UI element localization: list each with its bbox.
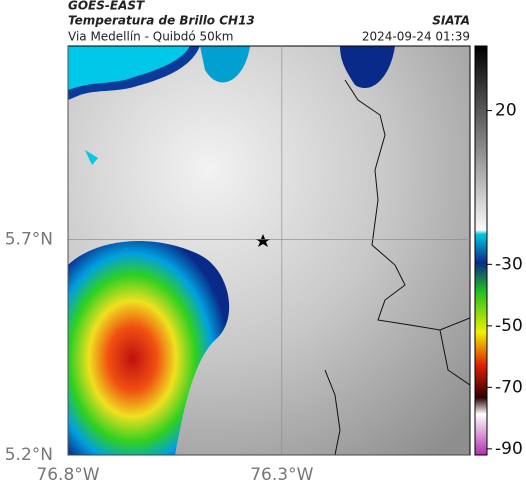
- borders: [324, 79, 470, 455]
- x-tick-label: 76.3°W: [250, 465, 313, 485]
- y-tick-label: 5.7°N: [5, 230, 53, 250]
- credit: SIATA: [432, 14, 470, 28]
- colorbar-tick-label: -50: [495, 316, 523, 336]
- colorbar: [474, 45, 488, 456]
- y-tick-label: 5.2°N: [5, 445, 53, 465]
- colorbar-tick-label: -90: [495, 439, 523, 459]
- map-image: [68, 46, 470, 455]
- source: GOES-EAST: [68, 0, 145, 13]
- location-marker: [256, 234, 270, 247]
- x-tick-label: 76.8°W: [36, 465, 99, 485]
- colorbar-tick-label: 20: [495, 101, 517, 121]
- colorbar-tick-label: -70: [495, 377, 523, 397]
- title: Temperatura de Brillo CH13: [68, 14, 255, 28]
- colorbar-tick-label: -30: [495, 254, 523, 274]
- timestamp: 2024-09-24 01:39: [362, 30, 470, 44]
- subtitle: Via Medellín - Quibdó 50km: [68, 30, 233, 44]
